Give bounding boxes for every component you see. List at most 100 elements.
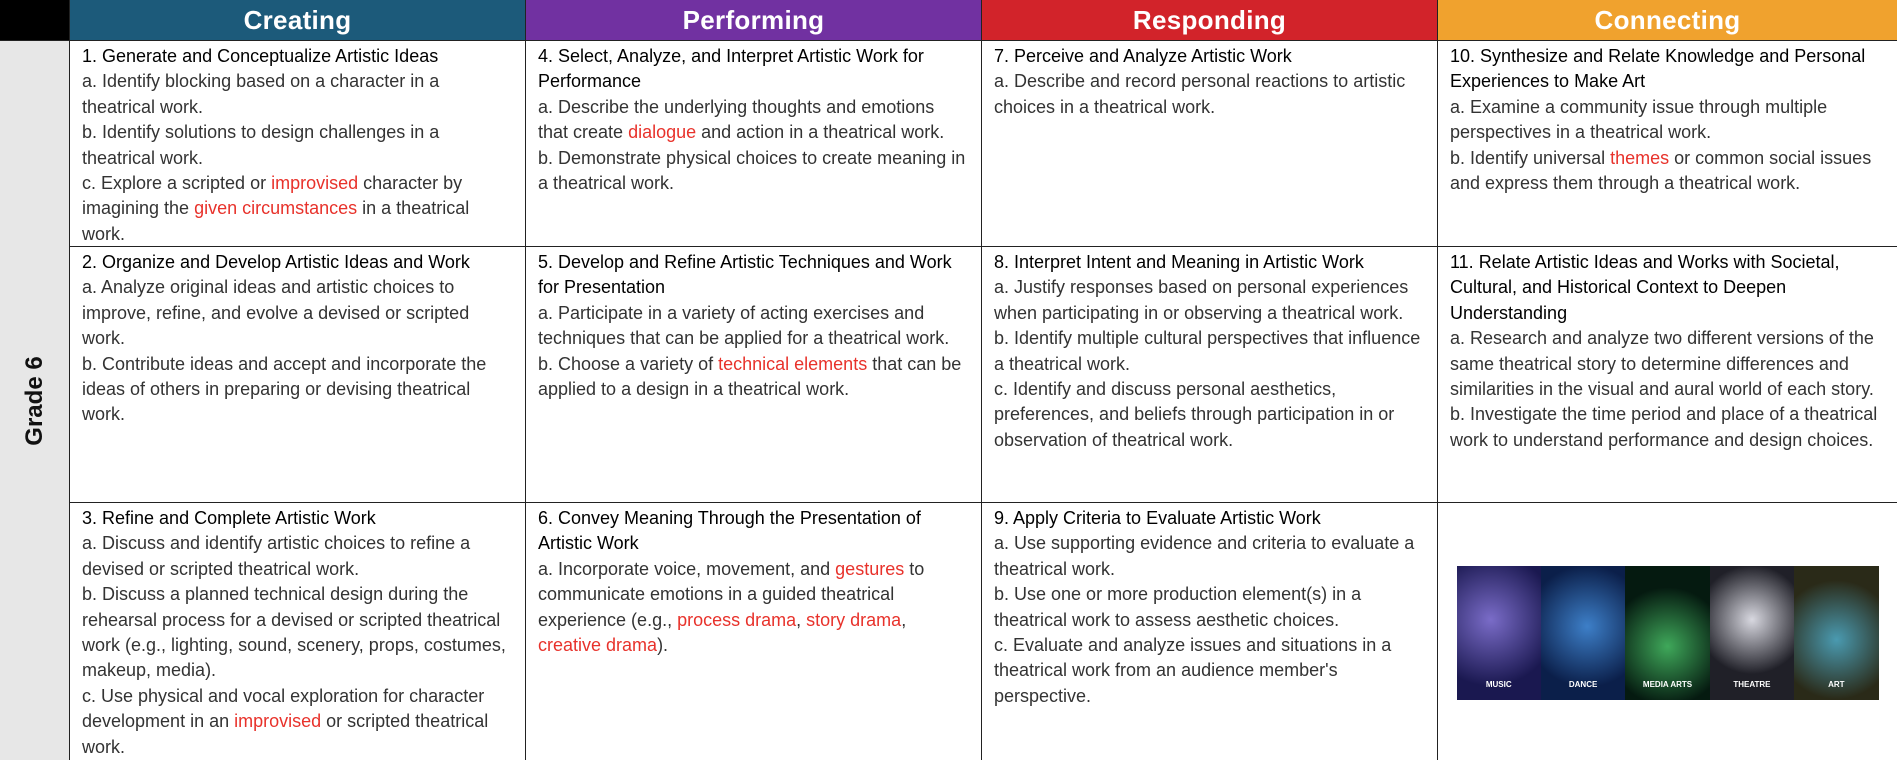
item-text: a. Discuss and identify artistic choices… <box>82 533 471 579</box>
item-text: or common social issues and express them… <box>1450 147 1872 194</box>
item-text: c. Explore a scripted or <box>82 173 272 194</box>
standard-item: b. Demonstrate physical choices to creat… <box>538 146 969 197</box>
image-caption: MEDIA ARTS <box>1642 679 1693 689</box>
image-caption: THEATRE <box>1733 679 1771 689</box>
item-text: b. Choose a variety of <box>538 353 719 374</box>
glossary-term: creative drama <box>538 635 658 656</box>
cell: 11. Relate Artistic Ideas and Works with… <box>1438 247 1897 502</box>
standard-item: a. Incorporate voice, movement, and gest… <box>538 557 969 659</box>
standard-item: c. Evaluate and analyze issues and situa… <box>994 633 1425 709</box>
item-text: a. Describe the underlying thoughts and … <box>538 96 935 143</box>
glossary-term: improvised <box>271 173 359 194</box>
item-text: c. Use physical and vocal exploration fo… <box>82 685 485 732</box>
standard-title: 2. Organize and Develop Artistic Ideas a… <box>82 252 470 272</box>
standard-item: b. Identify solutions to design challeng… <box>82 120 513 171</box>
glossary-term: technical elements <box>718 353 868 374</box>
item-text: character by imagining the <box>82 173 463 219</box>
standard-item: b. Contribute ideas and accept and incor… <box>82 352 513 428</box>
item-text: b. Identify universal <box>1450 147 1611 168</box>
item-text: or scripted theatrical work. <box>82 711 489 757</box>
standard-item: a. Identify blocking based on a characte… <box>82 69 513 120</box>
item-text: , <box>796 609 807 630</box>
standard-item: a. Research and analyze two different ve… <box>1450 326 1885 402</box>
column-header: Responding <box>982 0 1437 40</box>
standard-title: 3. Refine and Complete Artistic Work <box>82 508 376 528</box>
item-text: b. Identify multiple cultural perspectiv… <box>994 328 1421 374</box>
corner <box>0 0 69 40</box>
standard-item: a. Discuss and identify artistic choices… <box>82 531 513 582</box>
standard-item: b. Identify universal themes or common s… <box>1450 146 1885 197</box>
item-text: a. Participate in a variety of acting ex… <box>538 302 950 349</box>
item-text: c. Identify and discuss personal aesthet… <box>994 379 1395 450</box>
standard-item: a. Justify responses based on personal e… <box>994 275 1425 326</box>
glossary-term: process drama <box>677 609 797 630</box>
item-text: b. Investigate the time period and place… <box>1450 404 1878 450</box>
image-caption: DANCE <box>1568 679 1598 689</box>
image-panel: MUSIC <box>1456 566 1541 700</box>
standard-item: c. Use physical and vocal exploration fo… <box>82 684 513 760</box>
standard-item: a. Analyze original ideas and artistic c… <box>82 275 513 351</box>
standard-title: 4. Select, Analyze, and Interpret Artist… <box>538 46 924 92</box>
item-text: b. Use one or more production element(s)… <box>994 584 1362 630</box>
standard-title: 8. Interpret Intent and Meaning in Artis… <box>994 252 1364 272</box>
standard-title: 10. Synthesize and Relate Knowledge and … <box>1450 46 1866 92</box>
item-text: and action in a theatrical work. <box>696 122 945 143</box>
glossary-term: themes <box>1610 147 1670 168</box>
item-text: b. Contribute ideas and accept and incor… <box>82 353 487 425</box>
item-text: ). <box>657 635 669 656</box>
cell: 5. Develop and Refine Artistic Technique… <box>526 247 981 502</box>
item-text: , <box>901 609 907 630</box>
standard-title: 7. Perceive and Analyze Artistic Work <box>994 46 1292 66</box>
image-panel: MEDIA ARTS <box>1625 566 1710 700</box>
cell: 6. Convey Meaning Through the Presentati… <box>526 503 981 760</box>
glossary-term: dialogue <box>628 122 697 143</box>
item-text: a. Examine a community issue through mul… <box>1450 96 1828 143</box>
image-panel: THEATRE <box>1709 566 1795 700</box>
standard-item: a. Examine a community issue through mul… <box>1450 95 1885 146</box>
standard-item: b. Choose a variety of technical element… <box>538 352 969 403</box>
glossary-term: story drama <box>806 609 902 630</box>
cell: 4. Select, Analyze, and Interpret Artist… <box>526 41 981 246</box>
image-panel: DANCE <box>1540 566 1626 700</box>
image-caption: ART <box>1828 679 1845 689</box>
standard-title: 6. Convey Meaning Through the Presentati… <box>538 508 921 554</box>
item-text: a. Use supporting evidence and criteria … <box>994 533 1415 579</box>
arts-image: MUSIC DANCE MEDIA ARTS THEATRE ART <box>1456 566 1879 700</box>
standard-item: b. Investigate the time period and place… <box>1450 402 1885 453</box>
item-text: in a theatrical work. <box>82 198 470 244</box>
standard-title: 1. Generate and Conceptualize Artistic I… <box>82 46 439 66</box>
cell: 2. Organize and Develop Artistic Ideas a… <box>70 247 525 502</box>
standard-title: 9. Apply Criteria to Evaluate Artistic W… <box>994 508 1321 528</box>
standard-title: 5. Develop and Refine Artistic Technique… <box>538 252 952 298</box>
cell: 1. Generate and Conceptualize Artistic I… <box>70 41 525 246</box>
cell: 3. Refine and Complete Artistic Work a. D… <box>70 503 525 760</box>
standard-item: b. Discuss a planned technical design du… <box>82 582 513 684</box>
column-header: Connecting <box>1438 0 1897 40</box>
standard-item: c. Identify and discuss personal aesthet… <box>994 377 1425 453</box>
item-text: a. Research and analyze two different ve… <box>1450 328 1874 400</box>
standard-item: b. Use one or more production element(s)… <box>994 582 1425 633</box>
item-text: a. Describe and record personal reaction… <box>994 71 1406 117</box>
image-panel: ART <box>1794 566 1879 700</box>
cell: 8. Interpret Intent and Meaning in Artis… <box>982 247 1437 502</box>
image-caption: MUSIC <box>1485 679 1512 689</box>
cell: 7. Perceive and Analyze Artistic Work a. … <box>982 41 1437 246</box>
cell: 9. Apply Criteria to Evaluate Artistic W… <box>982 503 1437 760</box>
standard-title: 11. Relate Artistic Ideas and Works with… <box>1450 252 1840 323</box>
item-text: a. Incorporate voice, movement, and <box>538 558 836 579</box>
standard-item: a. Use supporting evidence and criteria … <box>994 531 1425 582</box>
column-header: Performing <box>526 0 981 40</box>
item-text: b. Identify solutions to design challeng… <box>82 122 440 168</box>
item-text: to communicate emotions in a guided thea… <box>538 558 925 630</box>
item-text: b. Discuss a planned technical design du… <box>82 584 506 681</box>
glossary-term: gestures <box>835 558 905 579</box>
cell: MUSIC DANCE MEDIA ARTS THEATRE ART <box>1438 503 1897 760</box>
standard-item: a. Describe and record personal reaction… <box>994 69 1425 120</box>
item-text: a. Analyze original ideas and artistic c… <box>82 277 470 349</box>
standard-item: b. Identify multiple cultural perspectiv… <box>994 326 1425 377</box>
glossary-term: improvised <box>234 711 322 732</box>
column-header: Creating <box>70 0 525 40</box>
item-text: a. Identify blocking based on a characte… <box>82 71 440 117</box>
